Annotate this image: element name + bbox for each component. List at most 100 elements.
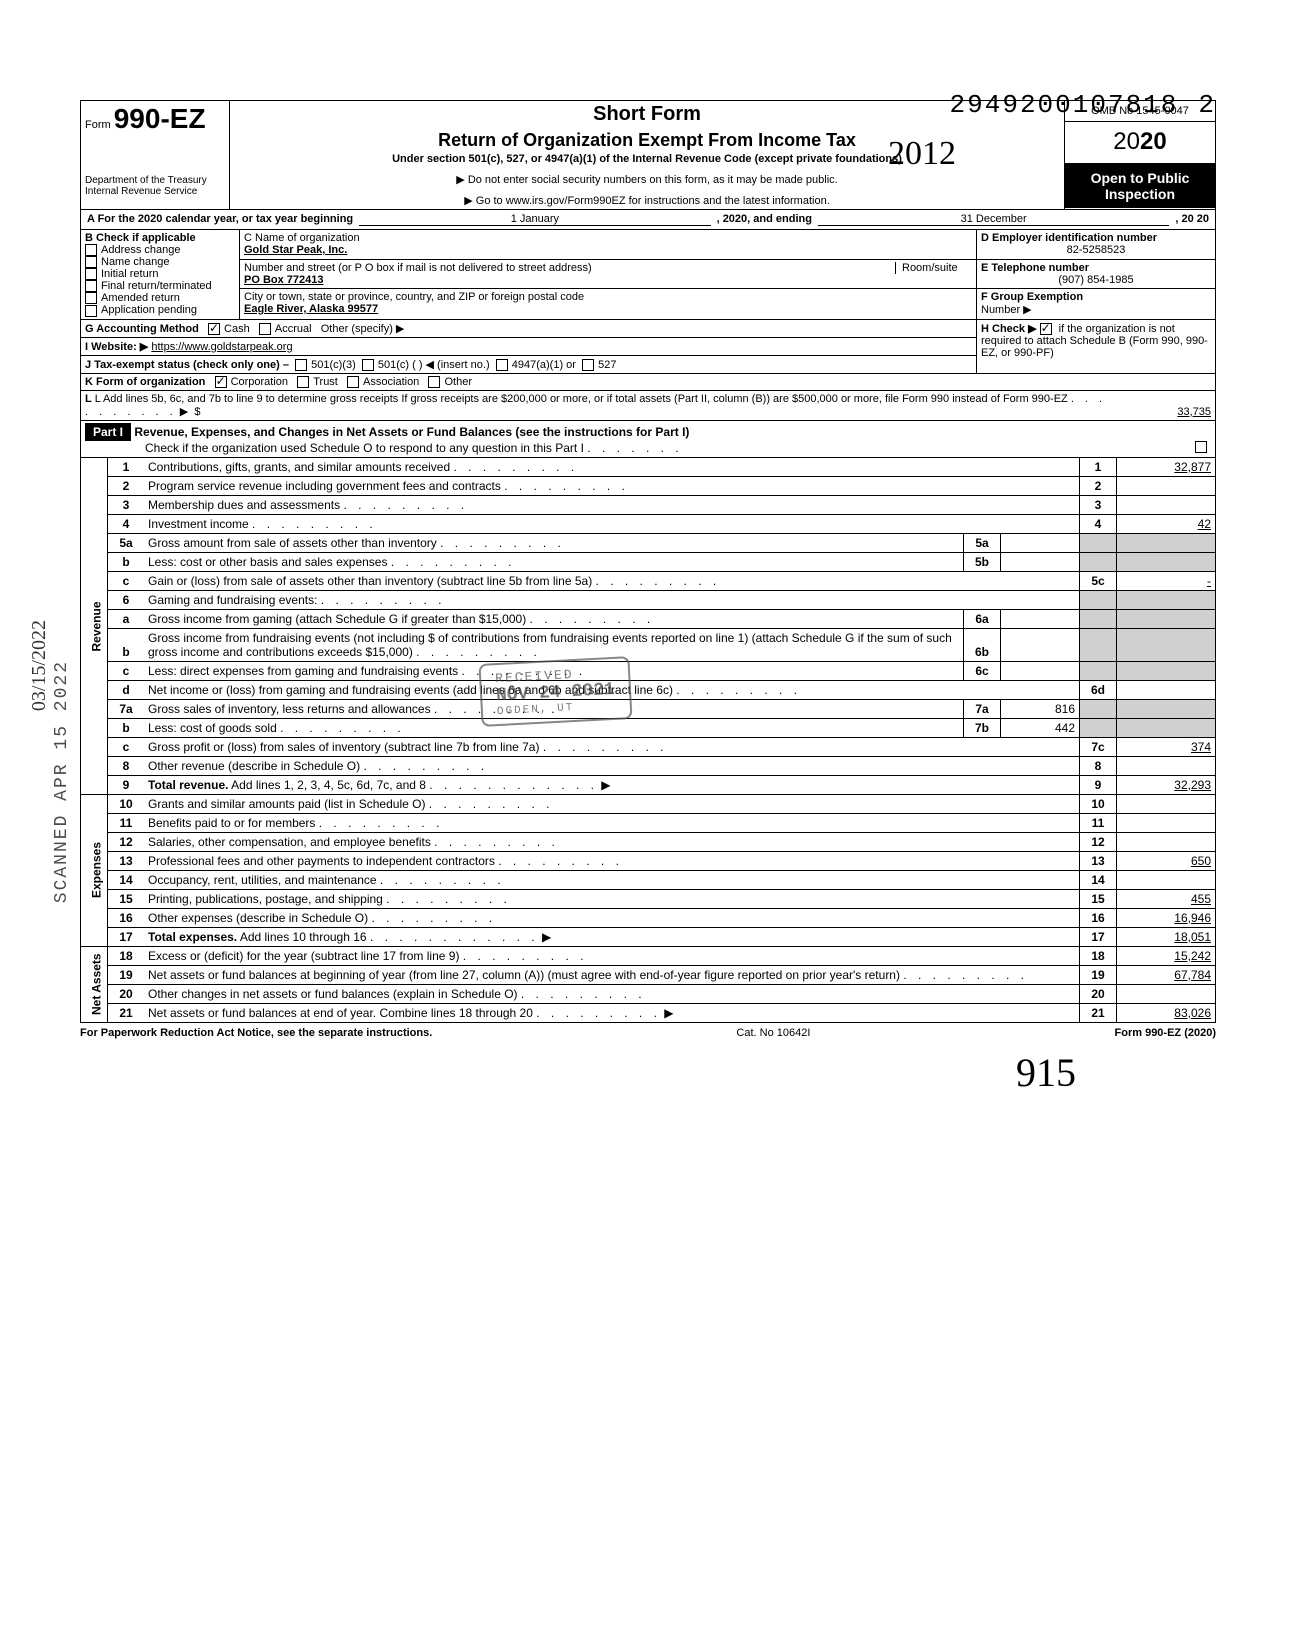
line-desc: Other changes in net assets or fund bala… (144, 984, 1080, 1003)
line-amount (1117, 495, 1216, 514)
line-5b: bLess: cost or other basis and sales exp… (81, 552, 1216, 571)
cb-other-org[interactable] (428, 376, 440, 388)
cb-final-return[interactable] (85, 280, 97, 292)
line-amount: - (1117, 571, 1216, 590)
line-1: Revenue1Contributions, gifts, grants, an… (81, 458, 1216, 477)
line-6c: cLess: direct expenses from gaming and f… (81, 661, 1216, 680)
line-desc: Gross amount from sale of assets other t… (144, 533, 964, 552)
right-line-num: 18 (1080, 946, 1117, 965)
line-amount (1117, 832, 1216, 851)
line-desc: Occupancy, rent, utilities, and maintena… (144, 870, 1080, 889)
line-3: 3Membership dues and assessments . . . .… (81, 495, 1216, 514)
tax-year: 2020 (1065, 122, 1215, 162)
shaded-cell (1080, 552, 1117, 571)
shaded-cell (1117, 718, 1216, 737)
cb-cash[interactable] (208, 323, 220, 335)
part1-header: Part I Revenue, Expenses, and Changes in… (80, 421, 1216, 458)
shaded-cell (1080, 718, 1117, 737)
line-desc: Gaming and fundraising events: . . . . .… (144, 590, 964, 609)
line-num: 16 (108, 908, 145, 927)
line-8: 8Other revenue (describe in Schedule O) … (81, 756, 1216, 775)
line-amount (1117, 870, 1216, 889)
inner-box-val (1001, 628, 1080, 661)
line-4: 4Investment income . . . . . . . . .442 (81, 514, 1216, 533)
irs-label: Internal Revenue Service (85, 186, 225, 197)
side-label: Net Assets (81, 946, 108, 1022)
line-amount: 32,293 (1117, 775, 1216, 794)
line-6d: dNet income or (loss) from gaming and fu… (81, 680, 1216, 699)
row-a-tax-year: A For the 2020 calendar year, or tax yea… (80, 210, 1216, 230)
cb-name-change[interactable] (85, 256, 97, 268)
e-label: E Telephone number (981, 262, 1089, 274)
inner-box-val (1001, 533, 1080, 552)
ein: 82-5258523 (981, 244, 1211, 256)
cb-501c3[interactable] (295, 359, 307, 371)
right-line-num: 17 (1080, 927, 1117, 946)
cb-initial-return[interactable] (85, 268, 97, 280)
line-desc: Net income or (loss) from gaming and fun… (144, 680, 1080, 699)
line-6: 6Gaming and fundraising events: . . . . … (81, 590, 1216, 609)
line-amount: 16,946 (1117, 908, 1216, 927)
line-amount: 42 (1117, 514, 1216, 533)
line-5a: 5aGross amount from sale of assets other… (81, 533, 1216, 552)
part1-check-text: Check if the organization used Schedule … (145, 441, 584, 455)
cb-app-pending[interactable] (85, 305, 97, 317)
g-label: G Accounting Method (85, 323, 199, 335)
line-num: 4 (108, 514, 145, 533)
note-url: ▶ Go to www.irs.gov/Form990EZ for instru… (234, 194, 1060, 207)
right-line-num: 8 (1080, 756, 1117, 775)
cb-trust[interactable] (297, 376, 309, 388)
street-label: Number and street (or P O box if mail is… (244, 262, 895, 274)
line-12: 12Salaries, other compensation, and empl… (81, 832, 1216, 851)
line-19: 19Net assets or fund balances at beginni… (81, 965, 1216, 984)
cb-501c[interactable] (362, 359, 374, 371)
line-num: 13 (108, 851, 145, 870)
shaded-cell (1080, 661, 1117, 680)
line-13: 13Professional fees and other payments t… (81, 851, 1216, 870)
c-label: C Name of organization (244, 232, 360, 244)
side-handwritten-date: 03/15/2022 (28, 620, 51, 711)
line-14: 14Occupancy, rent, utilities, and mainte… (81, 870, 1216, 889)
shaded-cell (1080, 628, 1117, 661)
room-label: Room/suite (895, 262, 972, 274)
line-num: b (108, 718, 145, 737)
cb-accrual[interactable] (259, 323, 271, 335)
phone: (907) 854-1985 (981, 274, 1211, 286)
line-num: 14 (108, 870, 145, 889)
line-amount: 15,242 (1117, 946, 1216, 965)
org-info-table: B Check if applicable Address change Nam… (80, 230, 1216, 421)
cb-schedule-b[interactable] (1040, 323, 1052, 335)
d-label: D Employer identification number (981, 232, 1157, 244)
line-amount: 18,051 (1117, 927, 1216, 946)
inner-box-num: 5b (964, 552, 1001, 571)
cb-assoc[interactable] (347, 376, 359, 388)
cb-corp[interactable] (215, 376, 227, 388)
line-amount: 32,877 (1117, 458, 1216, 477)
f-number: Number ▶ (981, 304, 1032, 316)
h-label: H Check ▶ (981, 323, 1037, 335)
line-desc: Less: cost or other basis and sales expe… (144, 552, 964, 571)
shaded-cell (1080, 699, 1117, 718)
cb-schedule-o[interactable] (1195, 441, 1207, 453)
line-7b: bLess: cost of goods sold . . . . . . . … (81, 718, 1216, 737)
cb-527[interactable] (582, 359, 594, 371)
inner-box-val (1001, 661, 1080, 680)
line-2: 2Program service revenue including gover… (81, 476, 1216, 495)
line-num: 18 (108, 946, 145, 965)
shaded-cell (1117, 552, 1216, 571)
right-line-num: 16 (1080, 908, 1117, 927)
city: Eagle River, Alaska 99577 (244, 303, 378, 315)
side-label: Revenue (81, 458, 108, 795)
line-desc: Other expenses (describe in Schedule O) … (144, 908, 1080, 927)
cb-address-change[interactable] (85, 244, 97, 256)
shaded-cell (1080, 590, 1117, 609)
inner-box-num: 5a (964, 533, 1001, 552)
cb-amended[interactable] (85, 292, 97, 304)
line-num: c (108, 571, 145, 590)
line-desc: Net assets or fund balances at end of ye… (144, 1003, 1080, 1022)
line-desc: Program service revenue including govern… (144, 476, 1080, 495)
line-desc: Total revenue. Add lines 1, 2, 3, 4, 5c,… (144, 775, 1080, 794)
cb-4947[interactable] (496, 359, 508, 371)
shaded-cell (1117, 533, 1216, 552)
line-desc: Gross profit or (loss) from sales of inv… (144, 737, 1080, 756)
